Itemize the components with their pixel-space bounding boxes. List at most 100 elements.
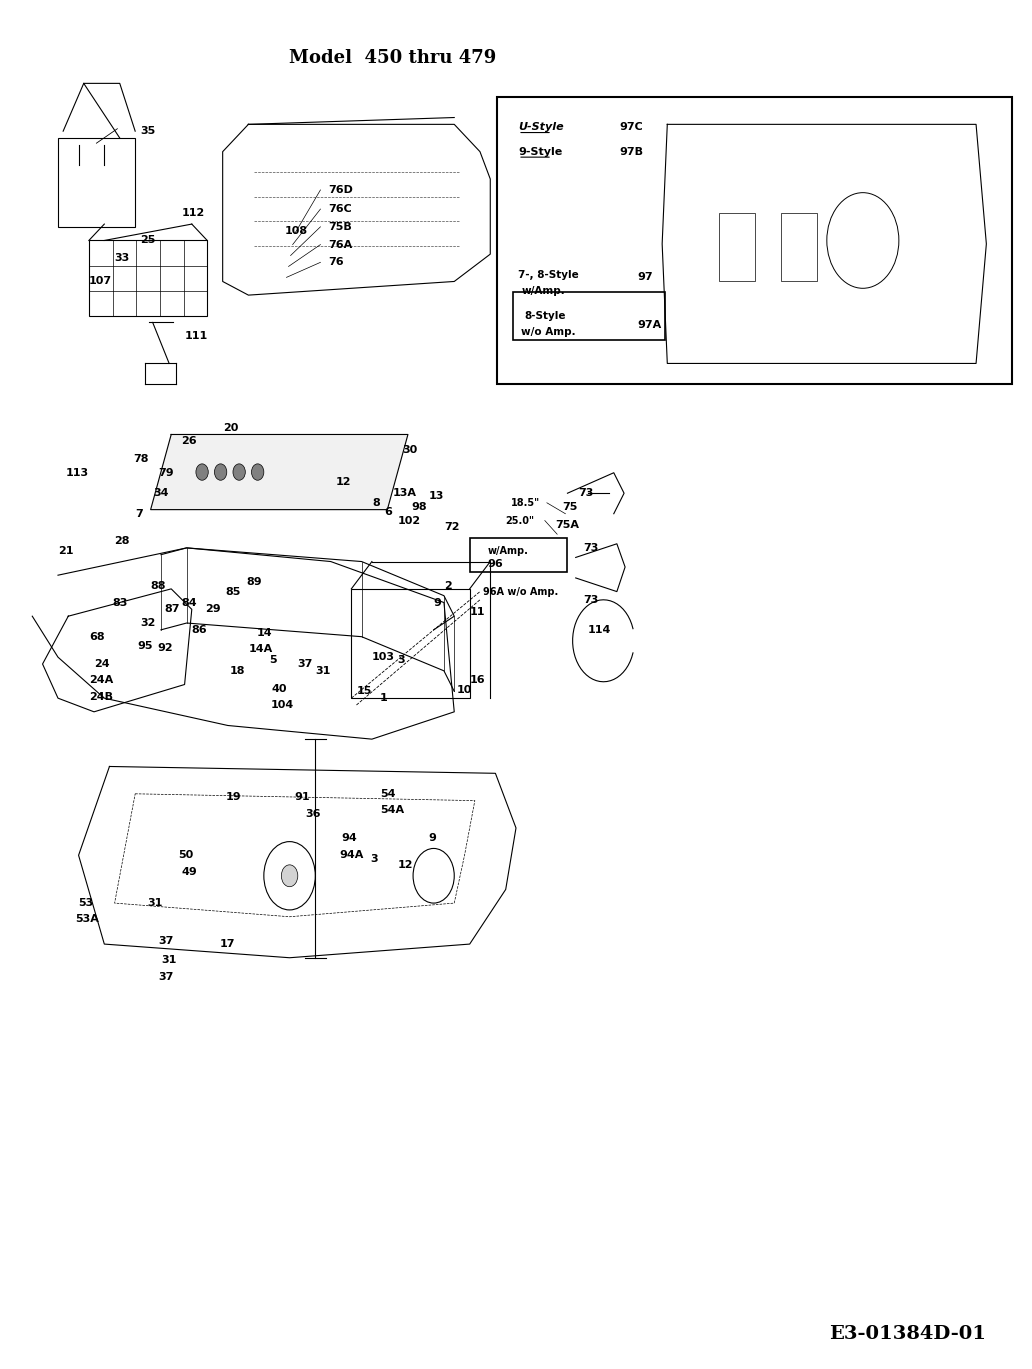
Text: 108: 108 [285,226,308,235]
Bar [497,97,1012,383]
Text: 68: 68 [89,631,104,642]
Text: 83: 83 [112,597,128,608]
Text: 34: 34 [154,489,169,498]
Text: 79: 79 [158,468,173,478]
Text: 40: 40 [271,683,287,694]
Text: 13: 13 [428,491,444,501]
Polygon shape [151,434,408,509]
Text: 33: 33 [115,253,130,263]
Text: 7-, 8-Style: 7-, 8-Style [518,270,579,279]
Text: 73: 73 [583,594,599,605]
Text: 95: 95 [137,641,153,652]
Text: 31: 31 [161,956,176,965]
Text: 78: 78 [133,455,149,464]
Text: 12: 12 [335,478,351,487]
Text: 17: 17 [220,939,235,949]
Text: 7: 7 [135,509,143,519]
Text: 73: 73 [583,543,599,553]
Text: 96A w/o Amp.: 96A w/o Amp. [483,586,558,597]
Text: 76D: 76D [328,185,354,194]
Text: 12: 12 [397,860,413,869]
Text: 5: 5 [269,654,277,665]
Text: 6: 6 [384,508,392,517]
Text: 35: 35 [140,126,156,136]
Text: U-Style: U-Style [518,122,563,131]
Text: 104: 104 [271,700,294,711]
Text: 87: 87 [164,604,180,615]
Text: 32: 32 [140,617,156,628]
Text: 97B: 97B [619,146,643,156]
Text: 103: 103 [372,652,395,663]
Text: 111: 111 [185,331,207,341]
Text: 53: 53 [78,898,94,908]
Text: 30: 30 [402,445,418,455]
Text: 2: 2 [444,580,452,591]
Text: 15: 15 [356,686,372,697]
Text: 114: 114 [588,624,611,635]
Text: 3: 3 [397,654,406,665]
Bar [513,293,666,341]
Text: 98: 98 [411,502,426,512]
Circle shape [282,865,298,887]
Text: 37: 37 [158,972,173,982]
Text: 14A: 14A [249,643,272,654]
Text: 76C: 76C [328,204,353,214]
Text: 54A: 54A [380,805,405,815]
Text: 37: 37 [298,658,313,669]
Text: 37: 37 [158,936,173,946]
Text: 28: 28 [115,537,130,546]
Text: w/o Amp.: w/o Amp. [521,327,576,337]
Text: 54: 54 [380,789,395,798]
Text: 85: 85 [226,586,241,597]
Text: 9: 9 [433,597,442,608]
Text: 8: 8 [372,498,380,508]
Text: 31: 31 [316,665,330,676]
Text: 113: 113 [65,468,89,478]
Text: E3-01384D-01: E3-01384D-01 [829,1325,986,1343]
Text: 76A: 76A [328,240,353,249]
Text: 16: 16 [470,675,485,686]
Text: 24B: 24B [89,691,112,702]
Text: 29: 29 [205,604,221,615]
Bar [718,214,754,282]
Text: 72: 72 [444,523,459,533]
Text: 18.5": 18.5" [511,498,540,508]
Text: 31: 31 [148,898,163,908]
Text: 8-Style: 8-Style [524,311,566,320]
Text: 84: 84 [182,597,197,608]
Text: 1: 1 [380,693,388,704]
Text: 10: 10 [456,684,472,695]
Text: 20: 20 [223,423,238,433]
Bar [470,538,568,572]
Text: 36: 36 [305,809,321,819]
Text: 97A: 97A [638,320,662,330]
Text: w/Amp.: w/Amp. [521,286,565,296]
Text: 97: 97 [638,272,653,282]
Text: 75A: 75A [555,520,579,530]
Text: 49: 49 [182,867,197,876]
Text: 21: 21 [58,546,73,556]
Text: 91: 91 [295,791,311,801]
Text: 86: 86 [192,624,207,635]
Text: 9: 9 [428,832,437,842]
Text: 96: 96 [487,560,503,570]
Circle shape [252,464,264,481]
Circle shape [196,464,208,481]
Text: 94A: 94A [338,850,363,860]
Text: 89: 89 [247,576,262,587]
Text: 14: 14 [257,627,272,638]
Text: 75B: 75B [328,222,353,231]
Text: 25.0": 25.0" [506,516,535,526]
Text: 24A: 24A [89,675,114,686]
Text: 76: 76 [328,257,345,267]
Text: 18: 18 [230,665,246,676]
Text: 102: 102 [397,516,421,526]
Text: 13A: 13A [392,489,417,498]
Text: 26: 26 [182,437,197,446]
Circle shape [233,464,246,481]
Text: 107: 107 [89,277,112,286]
Text: 75: 75 [562,502,578,512]
Text: 3: 3 [369,854,378,864]
Text: 73: 73 [578,489,593,498]
Text: 112: 112 [182,208,204,218]
